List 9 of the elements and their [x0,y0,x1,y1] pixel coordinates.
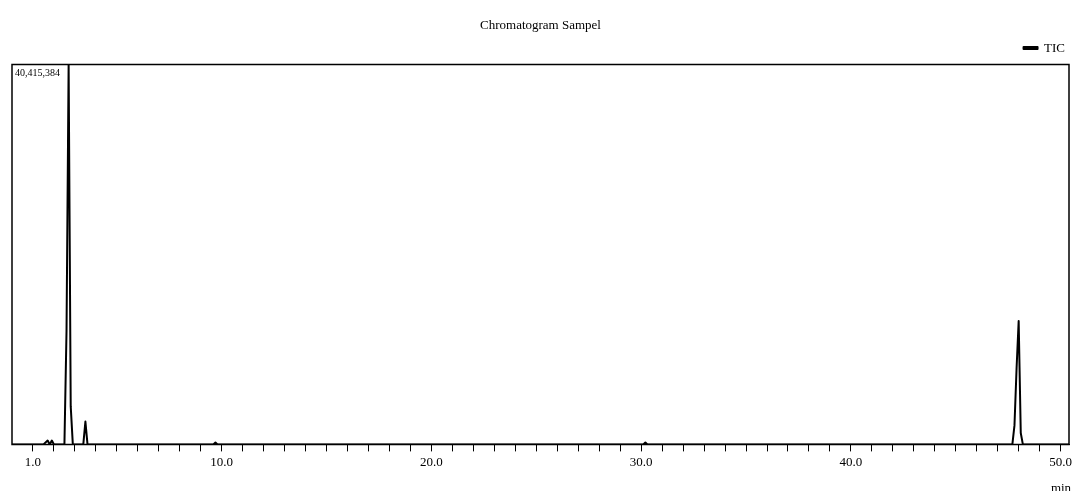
x-tick-label: 20.0 [420,453,443,469]
x-tick-label: 30.0 [629,453,653,469]
chart-title: Chromatogram Sampel [480,17,602,33]
x-tick-label: 1.0 [24,453,42,469]
x-tick-label: 10.0 [210,453,234,469]
annotation: 40,415,384 [15,67,60,79]
legend-label: TIC [1044,39,1066,55]
x-tick-label: 40.0 [839,453,863,469]
x-tick-label: 50.0 [1049,453,1072,469]
